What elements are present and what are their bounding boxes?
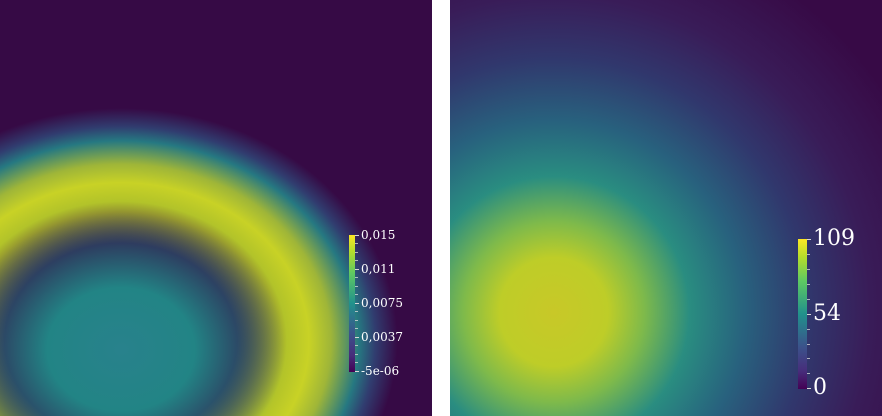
left-colorbar-tick bbox=[355, 337, 359, 338]
left-colorbar-minor-tick bbox=[355, 311, 358, 312]
left-colorbar-minor-tick bbox=[355, 286, 358, 287]
left-colorbar-tick bbox=[355, 235, 359, 236]
left-colorbar-tick bbox=[355, 371, 359, 372]
left-colorbar-minor-tick bbox=[355, 294, 358, 295]
right-colorbar-tick bbox=[807, 388, 811, 389]
left-colorbar-minor-tick bbox=[355, 354, 358, 355]
right-colorbar bbox=[798, 239, 807, 389]
right-colorbar-tick-label: 0 bbox=[813, 375, 827, 400]
right-colorbar-tick-label: 54 bbox=[813, 301, 841, 326]
left-colorbar-minor-tick bbox=[355, 277, 358, 278]
left-colorbar-minor-tick bbox=[355, 362, 358, 363]
right-colorbar-minor-tick bbox=[807, 329, 810, 330]
left-colorbar-tick bbox=[355, 269, 359, 270]
right-colorbar-tick bbox=[807, 314, 811, 315]
left-field-plot: 0,015 0,011 0,0075 0,0037 -5e-06 bbox=[0, 0, 432, 416]
left-colorbar-minor-tick bbox=[355, 328, 358, 329]
right-field-plot: 109 54 0 bbox=[450, 0, 882, 416]
right-colorbar-tick bbox=[807, 239, 811, 240]
left-colorbar-tick-label: 0,0037 bbox=[361, 330, 403, 344]
left-colorbar-tick-label: 0,0075 bbox=[361, 296, 403, 310]
left-colorbar-minor-tick bbox=[355, 243, 358, 244]
right-colorbar-minor-tick bbox=[807, 358, 810, 359]
right-colorbar-minor-tick bbox=[807, 269, 810, 270]
left-colorbar-tick bbox=[355, 303, 359, 304]
left-colorbar-tick-label: 0,015 bbox=[361, 228, 396, 242]
right-colorbar-minor-tick bbox=[807, 373, 810, 374]
left-colorbar-tick-label: -5e-06 bbox=[361, 364, 400, 378]
left-colorbar-minor-tick bbox=[355, 252, 358, 253]
right-colorbar-minor-tick bbox=[807, 254, 810, 255]
left-colorbar bbox=[349, 235, 355, 372]
right-colorbar-minor-tick bbox=[807, 284, 810, 285]
left-colorbar-tick-label: 0,011 bbox=[361, 262, 396, 276]
right-colorbar-tick-label: 109 bbox=[813, 226, 855, 251]
right-colorbar-minor-tick bbox=[807, 299, 810, 300]
left-colorbar-minor-tick bbox=[355, 320, 358, 321]
left-colorbar-minor-tick bbox=[355, 345, 358, 346]
right-colorbar-minor-tick bbox=[807, 344, 810, 345]
left-colorbar-minor-tick bbox=[355, 260, 358, 261]
